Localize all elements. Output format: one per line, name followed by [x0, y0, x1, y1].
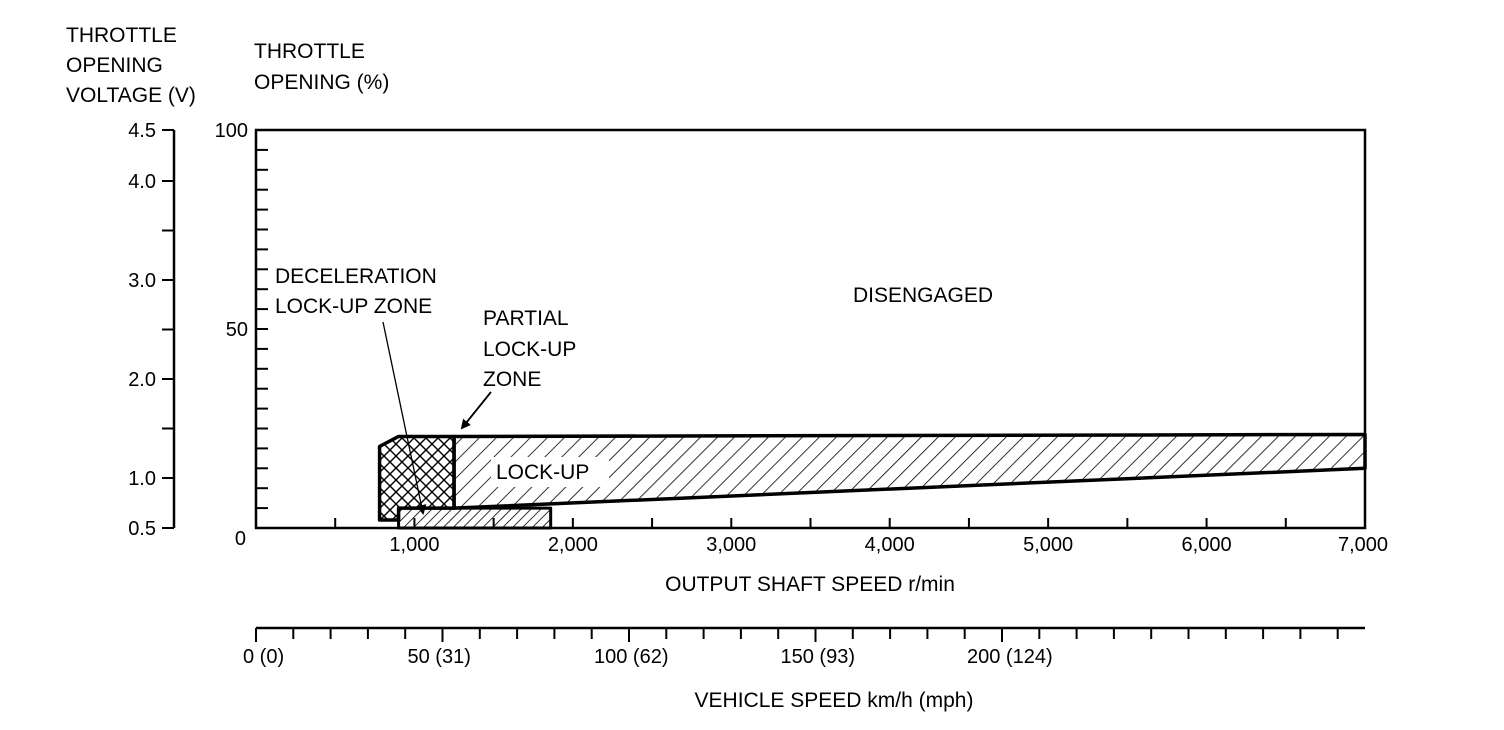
voltage-axis-ticks: 4.5 4.0 3.0 2.0 1.0 0.5	[128, 120, 174, 540]
x-tick-label: 2,000	[548, 534, 598, 556]
throttle-tick-label: 100	[215, 120, 248, 142]
deceleration-zone-label-line-1: DECELERATION	[275, 265, 437, 288]
vehicle-speed-tick-label: 50 (31)	[408, 646, 471, 668]
voltage-tick-label: 0.5	[128, 518, 156, 540]
disengaged-zone-label: DISENGAGED	[853, 284, 993, 307]
voltage-axis-title-line-1: THROTTLE	[66, 24, 177, 47]
throttle-tick-label: 50	[226, 319, 248, 341]
vehicle-speed-tick-label: 150 (93)	[781, 646, 856, 668]
vehicle-speed-axis-label: VEHICLE SPEED km/h (mph)	[695, 689, 974, 712]
x-tick-label: 1,000	[389, 534, 439, 556]
voltage-tick-label: 3.0	[128, 270, 156, 292]
output-speed-axis-ticks: 1,000 2,000 3,000 4,000 5,000 6,000 7,000	[334, 518, 1388, 556]
x-tick-label: 6,000	[1182, 534, 1232, 556]
voltage-axis-title-line-2: OPENING	[66, 54, 163, 77]
throttle-tick-label: 0	[235, 528, 246, 550]
vehicle-speed-tick-label: 100 (62)	[594, 646, 669, 668]
voltage-tick-label: 4.5	[128, 120, 156, 142]
throttle-axis-ticks: 100 50 0	[215, 120, 268, 550]
x-tick-label: 7,000	[1338, 534, 1388, 556]
voltage-tick-label: 1.0	[128, 468, 156, 490]
x-tick-label: 5,000	[1023, 534, 1073, 556]
partial-zone-label-line-2: LOCK-UP	[483, 338, 576, 361]
vehicle-speed-tick-label: 0 (0)	[243, 646, 284, 668]
partial-zone-label-line-1: PARTIAL	[483, 307, 569, 330]
voltage-tick-label: 2.0	[128, 369, 156, 391]
output-speed-axis-label: OUTPUT SHAFT SPEED r/min	[665, 573, 955, 596]
deceleration-leader-arrow	[382, 321, 427, 515]
deceleration-zone-label-line-2: LOCK-UP ZONE	[275, 295, 432, 318]
lockup-zone-label: LOCK-UP	[496, 461, 589, 484]
x-tick-label: 3,000	[706, 534, 756, 556]
throttle-axis-title-line-2: OPENING (%)	[254, 71, 389, 94]
throttle-axis-title-line-1: THROTTLE	[254, 40, 365, 63]
x-tick-label: 4,000	[865, 534, 915, 556]
partial-lockup-zone-area	[397, 506, 553, 530]
voltage-tick-label: 4.0	[128, 171, 156, 193]
partial-leader-arrow	[460, 391, 492, 430]
vehicle-speed-axis-ticks: 0 (0) 50 (31) 100 (62) 150 (93) 200 (124)	[243, 628, 1339, 668]
lockup-label-background	[491, 457, 609, 487]
vehicle-speed-tick-label: 200 (124)	[967, 646, 1053, 668]
partial-zone-label-line-3: ZONE	[483, 368, 541, 391]
voltage-axis-title-line-3: VOLTAGE (V)	[66, 84, 196, 107]
